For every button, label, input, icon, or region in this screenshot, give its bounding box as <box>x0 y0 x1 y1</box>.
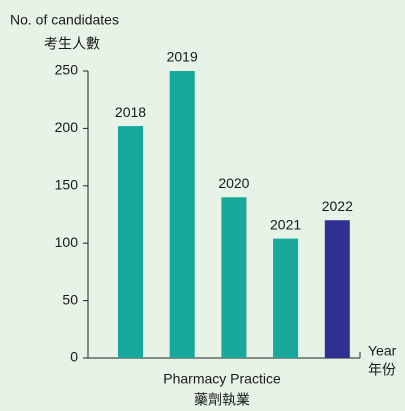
group-label: 藥劑執業 <box>194 392 250 408</box>
x-axis-label: 年份 <box>368 362 396 378</box>
y-tick-label: 250 <box>55 62 79 78</box>
x-axis-label: Year <box>368 343 397 359</box>
y-tick-label: 150 <box>55 177 79 193</box>
bar <box>273 238 299 358</box>
category-label: 2021 <box>270 216 301 232</box>
category-label: 2019 <box>167 49 198 65</box>
y-tick-label: 50 <box>62 291 78 307</box>
y-tick-label: 200 <box>55 119 79 135</box>
y-tick-label: 0 <box>70 349 78 365</box>
group-label: Pharmacy Practice <box>163 371 281 387</box>
y-tick-label: 100 <box>55 234 79 250</box>
bar <box>221 197 247 358</box>
bar <box>169 71 195 358</box>
y-axis-label: 考生人數 <box>44 36 100 52</box>
bar <box>118 126 143 358</box>
category-label: 2020 <box>218 175 249 191</box>
category-label: 2022 <box>322 198 353 214</box>
category-label: 2018 <box>115 104 146 120</box>
bar <box>324 220 350 358</box>
y-axis-label: No. of candidates <box>10 12 119 28</box>
